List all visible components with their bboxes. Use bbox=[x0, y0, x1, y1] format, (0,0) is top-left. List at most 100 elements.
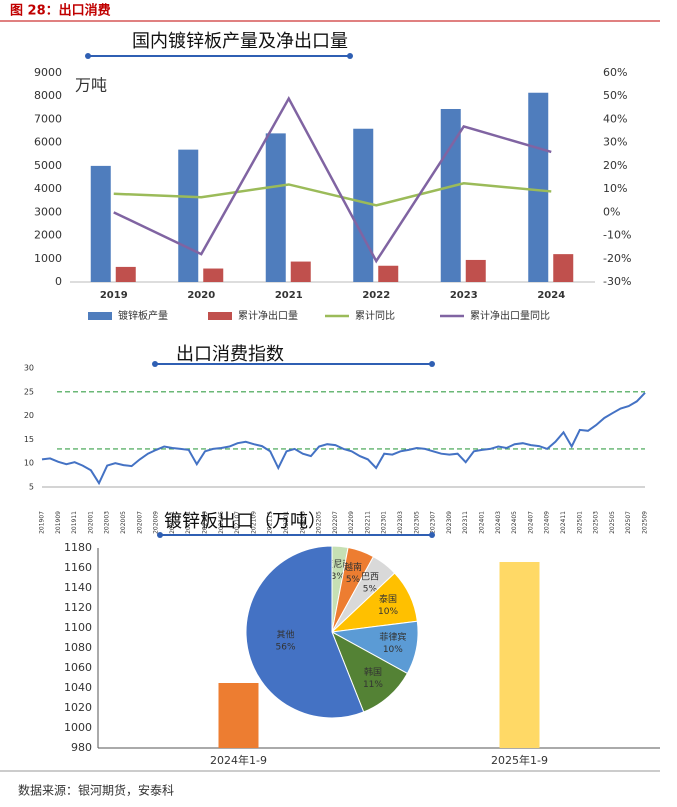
y2-tick-label: 50% bbox=[603, 89, 627, 102]
y2-tick-label: 60% bbox=[603, 66, 627, 79]
y-tick-label: 1040 bbox=[64, 681, 92, 694]
title-dot bbox=[347, 53, 353, 59]
x-tick-label: 202411 bbox=[560, 511, 567, 534]
x-tick-label: 202403 bbox=[495, 511, 502, 534]
y-tick-label: 10 bbox=[24, 459, 34, 468]
x-tick-label: 202201 bbox=[283, 511, 290, 534]
bar bbox=[528, 92, 549, 282]
title-dot bbox=[157, 532, 163, 538]
x-tick-label: 2020 bbox=[187, 290, 215, 301]
x-tick-label: 202409 bbox=[544, 511, 551, 534]
x-tick-label: 202203 bbox=[299, 511, 306, 534]
y-tick-label: 1060 bbox=[64, 661, 92, 674]
legend-swatch bbox=[208, 312, 232, 320]
bar bbox=[178, 149, 199, 282]
x-tick-label: 202209 bbox=[348, 511, 355, 534]
x-tick-label: 202003 bbox=[104, 511, 111, 534]
y2-tick-label: 20% bbox=[603, 159, 627, 172]
x-tick-label: 2025年1-9 bbox=[491, 753, 548, 767]
x-tick-label: 2019 bbox=[100, 290, 128, 301]
y-tick-label: 25 bbox=[24, 387, 34, 396]
x-tick-label: 202507 bbox=[625, 511, 632, 534]
y-tick-label: 4000 bbox=[34, 182, 62, 195]
y-tick-label: 1160 bbox=[64, 561, 92, 574]
title-dot bbox=[429, 532, 435, 538]
y-tick-label: 1000 bbox=[34, 252, 62, 265]
x-tick-label: 202301 bbox=[381, 511, 388, 534]
source-note: 数据来源：银河期货，安泰科 bbox=[18, 783, 174, 798]
x-tick-label: 202311 bbox=[462, 511, 469, 534]
pie-value-label: 5% bbox=[363, 585, 378, 595]
y-tick-label: 2000 bbox=[34, 229, 62, 242]
pie-value-label: 11% bbox=[363, 680, 383, 690]
y-tick-label: 5000 bbox=[34, 159, 62, 172]
x-tick-label: 202111 bbox=[267, 511, 274, 534]
x-tick-label: 202407 bbox=[527, 511, 534, 534]
x-tick-label: 202303 bbox=[397, 511, 404, 534]
legend-label: 累计同比 bbox=[355, 309, 395, 322]
line-series bbox=[41, 392, 646, 486]
x-tick-label: 202503 bbox=[593, 511, 600, 534]
y-tick-label: 0 bbox=[55, 275, 62, 288]
y-tick-label: 15 bbox=[24, 435, 34, 444]
x-tick-label: 202103 bbox=[201, 511, 208, 534]
bar bbox=[553, 254, 574, 282]
bar bbox=[378, 265, 399, 282]
title-dot bbox=[152, 361, 158, 367]
y-tick-label: 20 bbox=[24, 411, 34, 420]
x-tick-label: 202305 bbox=[413, 511, 420, 534]
y-tick-label: 1080 bbox=[64, 641, 92, 654]
bar bbox=[203, 268, 224, 282]
y-tick-label: 1000 bbox=[64, 721, 92, 734]
x-tick-label: 202207 bbox=[332, 511, 339, 534]
x-tick-label: 202505 bbox=[609, 511, 616, 534]
y-tick-label: 6000 bbox=[34, 136, 62, 149]
line-series bbox=[113, 95, 552, 264]
chart-title: 国内镀锌板产量及净出口量 bbox=[132, 31, 348, 52]
legend-label: 累计净出口量 bbox=[238, 309, 298, 322]
x-tick-label: 202105 bbox=[218, 511, 225, 534]
x-tick-label: 2021 bbox=[275, 290, 303, 301]
chart-title: 出口消费指数 bbox=[176, 344, 284, 365]
x-tick-label: 202007 bbox=[136, 511, 143, 534]
x-tick-label: 202101 bbox=[185, 511, 192, 534]
bar bbox=[265, 133, 286, 282]
x-tick-label: 202011 bbox=[169, 511, 176, 534]
x-tick-label: 202509 bbox=[642, 511, 649, 534]
x-tick-label: 202405 bbox=[511, 511, 518, 534]
unit-label: 万吨 bbox=[75, 76, 107, 95]
y-tick-label: 8000 bbox=[34, 89, 62, 102]
y2-tick-label: 10% bbox=[603, 182, 627, 195]
bar bbox=[465, 259, 486, 282]
y2-tick-label: 0% bbox=[603, 205, 620, 218]
bar bbox=[218, 683, 259, 748]
y2-tick-label: 40% bbox=[603, 112, 627, 125]
y-tick-label: 1120 bbox=[64, 601, 92, 614]
line-series bbox=[113, 182, 552, 207]
x-tick-label: 202107 bbox=[234, 511, 241, 534]
pie-label: 韩国 bbox=[364, 666, 382, 678]
y-tick-label: 30 bbox=[24, 364, 34, 373]
bar bbox=[353, 128, 374, 282]
title-dot bbox=[429, 361, 435, 367]
pie-value-label: 10% bbox=[378, 607, 398, 617]
x-tick-label: 202109 bbox=[250, 511, 257, 534]
x-tick-label: 2023 bbox=[450, 290, 478, 301]
chart-title: 镀锌板出口（万吨） bbox=[164, 511, 326, 532]
y2-tick-label: 30% bbox=[603, 136, 627, 149]
pie-slice bbox=[245, 545, 365, 719]
x-tick-label: 202309 bbox=[446, 511, 453, 534]
legend-label: 镀锌板产量 bbox=[118, 309, 168, 322]
x-tick-label: 202005 bbox=[120, 511, 127, 534]
bar bbox=[90, 165, 111, 282]
y-tick-label: 5 bbox=[29, 483, 34, 492]
y-tick-label: 3000 bbox=[34, 205, 62, 218]
bar bbox=[290, 261, 311, 282]
y2-tick-label: -10% bbox=[603, 229, 631, 242]
pie-label: 菲律宾 bbox=[379, 631, 406, 643]
y-tick-label: 1180 bbox=[64, 541, 92, 554]
title-dot bbox=[85, 53, 91, 59]
x-tick-label: 2024年1-9 bbox=[210, 753, 267, 767]
x-tick-label: 202307 bbox=[430, 511, 437, 534]
